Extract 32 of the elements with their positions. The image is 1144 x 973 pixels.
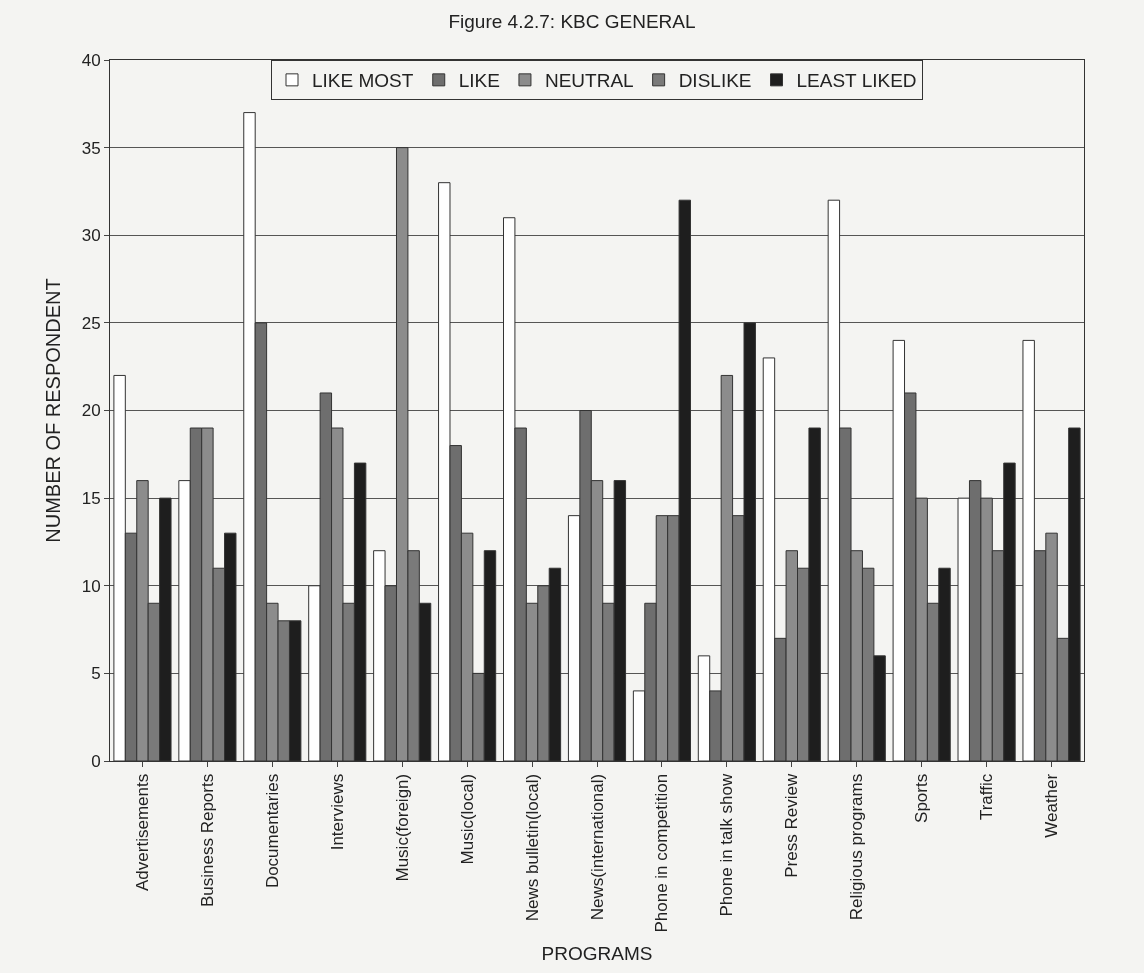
legend-label: LIKE MOST [312,70,414,92]
y-tick-label: 25 [81,313,101,333]
y-tick-label: 15 [81,489,101,509]
x-axis-title: PROGRAMS [541,943,653,965]
y-tick-label: 40 [81,50,101,70]
x-tick-label: Press Review [782,773,802,878]
y-tick-label: 30 [81,226,101,246]
y-tick-label: 0 [91,751,101,771]
y-tick-label: 20 [81,401,101,421]
x-tick-label: Weather [1042,773,1062,838]
chart-title: Figure 4.2.7: KBC GENERAL [448,10,696,32]
x-tick-label: News(international) [587,773,607,921]
x-tick-label: Sports [912,773,932,823]
x-tick-label: Interviews [327,773,347,851]
legend-label: DISLIKE [678,70,752,92]
y-axis-title: NUMBER OF RESPONDENT [42,278,65,543]
y-tick-label: 5 [91,664,101,684]
x-tick-label: Advertisements [132,773,152,891]
y-tick-label: 35 [81,138,101,158]
x-tick-label: Music(foreign) [392,773,412,882]
x-tick-label: Phone in talk show [717,773,737,917]
x-tick-label: Music(local) [457,773,477,865]
legend-label: LEAST LIKED [796,70,917,92]
legend-label: NEUTRAL [544,70,634,92]
x-tick-label: Traffic [977,773,997,821]
x-tick-label: News bulletin(local) [522,773,542,922]
x-tick-label: Business Reports [197,773,217,908]
x-tick-label: Documentaries [262,773,282,889]
y-tick-label: 10 [81,576,101,596]
legend-label: LIKE [458,70,500,92]
x-tick-label: Religious programs [847,773,867,921]
x-tick-label: Phone in competition [652,773,672,933]
